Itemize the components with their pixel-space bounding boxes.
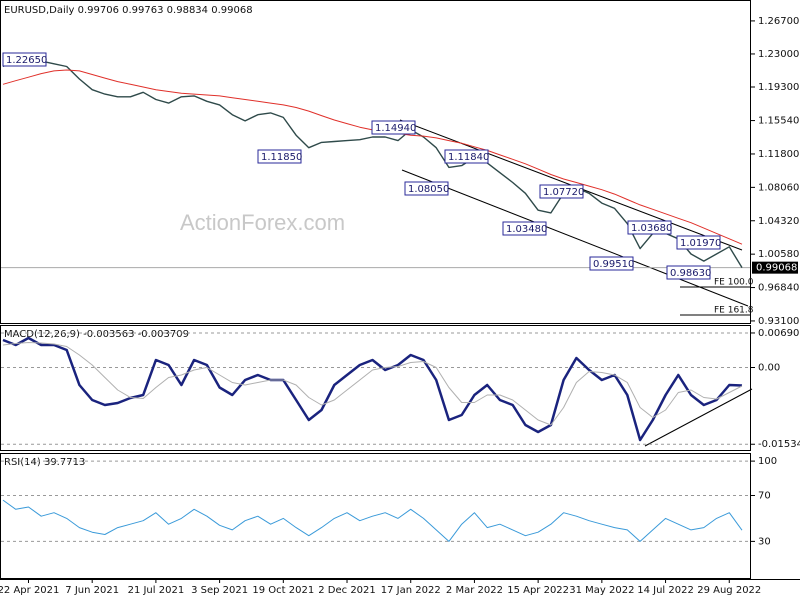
- x-tick-label: 19 Oct 2021: [252, 585, 314, 596]
- level-box: [627, 220, 672, 235]
- level-label: 1.03680: [631, 223, 672, 234]
- level-label: 0.99510: [593, 259, 634, 270]
- last-price-box: [752, 261, 798, 274]
- y-tick-label: 1.04320: [758, 216, 799, 227]
- rsi-frame: [0, 453, 751, 579]
- y-tick-label: 30: [758, 536, 771, 547]
- level-box: [676, 235, 721, 250]
- level-label: 1.11850: [261, 152, 302, 163]
- x-tick-label: 17 Jan 2022: [381, 585, 441, 596]
- series-line: [2, 342, 743, 426]
- y-tick-label: 1.26700: [758, 16, 799, 27]
- y-tick-label: 1.00580: [758, 249, 799, 260]
- x-tick-label: 31 May 2022: [569, 585, 634, 596]
- y-tick-label: 1.23000: [758, 49, 799, 60]
- series-line: [2, 336, 743, 442]
- x-tick-label: 15 Apr 2022: [507, 585, 569, 596]
- x-tick-label: 14 Jul 2022: [637, 585, 694, 596]
- x-tick-label: 2 Dec 2021: [318, 585, 376, 596]
- channel-lower: [401, 169, 749, 307]
- level-label: 1.11840: [448, 152, 489, 163]
- level-box: [502, 221, 547, 236]
- x-tick-label: 21 Jul 2021: [128, 585, 185, 596]
- macd-frame: [0, 325, 751, 451]
- level-box: [404, 181, 449, 196]
- level-box: [2, 52, 47, 67]
- x-tick-label: 3 Sep 2021: [191, 585, 248, 596]
- y-tick-label: 100: [758, 456, 777, 467]
- x-tick-label: 7 Jun 2021: [65, 585, 119, 596]
- price-header: EURUSD,Daily 0.99706 0.99763 0.98834 0.9…: [4, 5, 253, 16]
- series-line: [2, 499, 743, 542]
- x-tick-label: 22 Apr 2021: [0, 585, 59, 596]
- level-label: 1.07720: [543, 187, 584, 198]
- macd-header: MACD(12,26,9) -0.003563 -0.003709: [4, 329, 189, 340]
- level-box: [539, 184, 584, 199]
- y-tick-label: 1.15540: [758, 116, 799, 127]
- y-tick-label: 0.006906: [758, 328, 800, 339]
- y-tick-label: 1.19300: [758, 82, 799, 93]
- level-box: [666, 265, 711, 280]
- y-tick-label: 0.93100: [758, 316, 799, 327]
- level-label: 1.01970: [680, 238, 721, 249]
- watermark: ActionForex.com: [180, 210, 345, 235]
- last-price-label: 0.99068: [756, 263, 797, 274]
- rsi-header: RSI(14) 39.7713: [4, 457, 85, 468]
- series-line: [2, 57, 743, 268]
- level-box: [257, 149, 302, 164]
- x-tick-label: 2 Mar 2022: [446, 585, 503, 596]
- y-tick-label: 0.00: [758, 363, 780, 374]
- y-tick-label: 1.08060: [758, 182, 799, 193]
- level-label: 1.03480: [506, 224, 547, 235]
- y-tick-label: 70: [758, 491, 771, 502]
- x-tick-label: 29 Aug 2022: [697, 585, 761, 596]
- level-label: 1.22650: [6, 55, 47, 66]
- level-label: 1.14940: [375, 123, 416, 134]
- level-box: [589, 256, 634, 271]
- fe-label: FE 100.0: [714, 278, 754, 288]
- y-tick-label: 1.11800: [758, 149, 799, 160]
- level-box: [371, 120, 416, 135]
- level-label: 0.98630: [670, 268, 711, 279]
- level-label: 1.08050: [408, 184, 449, 195]
- price-frame: [0, 0, 751, 324]
- y-tick-label: -0.015348: [758, 439, 800, 450]
- macd-trendline: [644, 388, 753, 447]
- fe-label: FE 161.8: [714, 306, 754, 316]
- level-box: [444, 149, 489, 164]
- y-tick-label: 0.96840: [758, 283, 799, 294]
